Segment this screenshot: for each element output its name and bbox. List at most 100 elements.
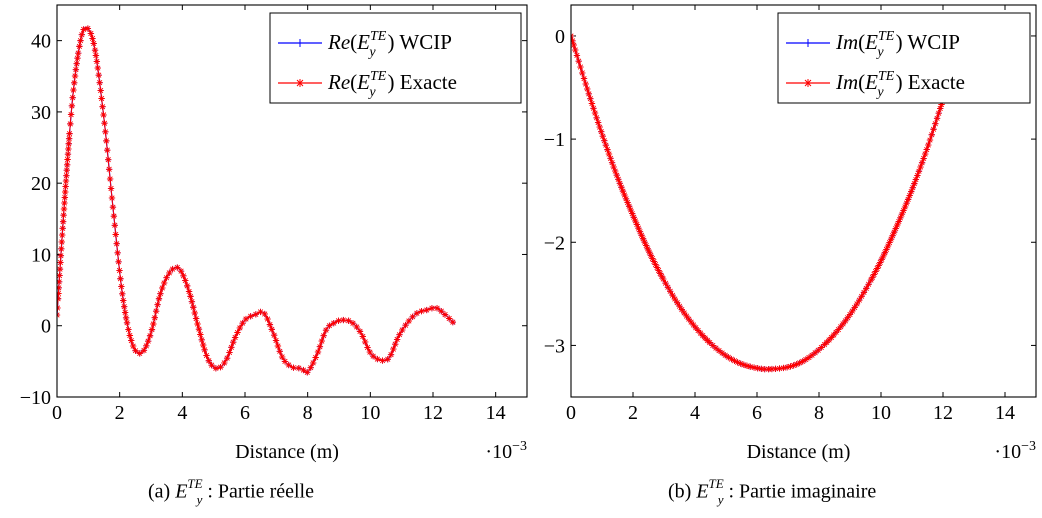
series-exacte-marker — [596, 123, 603, 131]
series-exacte-marker — [625, 203, 633, 210]
series-exacte-marker — [180, 272, 187, 280]
series-exacte-marker — [387, 351, 395, 358]
series-exacte-marker — [285, 361, 292, 369]
series-exacte-marker — [633, 221, 641, 228]
series-exacte-marker — [62, 183, 69, 190]
series-exacte-marker — [870, 271, 878, 278]
series-exacte-marker — [613, 172, 620, 179]
series-exacte-marker — [63, 167, 70, 174]
series-exacte-marker — [706, 339, 713, 346]
series-exacte-marker — [638, 232, 645, 239]
series-exacte-marker — [582, 80, 589, 88]
series-exacte-marker — [685, 315, 692, 323]
series-exacte-marker — [62, 177, 70, 185]
series-exacte-marker — [60, 205, 68, 213]
series-exacte-marker — [740, 361, 748, 369]
series-exacte-marker — [122, 314, 130, 322]
series-exacte-marker — [392, 340, 399, 348]
series-exacte-marker — [867, 276, 875, 284]
series-exacte-marker — [780, 364, 787, 372]
series-exacte-marker — [105, 156, 112, 163]
series-exacte-marker — [610, 163, 617, 171]
y-tick-label: 30 — [31, 102, 51, 124]
y-tick-label: −2 — [544, 232, 565, 254]
series-exacte-marker — [923, 146, 930, 153]
series-exacte-marker — [163, 274, 170, 281]
series-exacte-marker — [113, 240, 120, 247]
y-tick-label: 10 — [31, 244, 51, 266]
x-tick-label: 14 — [995, 402, 1015, 424]
series-exacte-marker — [174, 264, 181, 271]
series-exacte-marker — [71, 79, 78, 87]
series-exacte-marker — [851, 304, 858, 311]
series-exacte-marker — [737, 360, 744, 367]
series-exacte-marker — [856, 296, 863, 304]
series-exacte-marker — [690, 321, 697, 329]
series-exacte-marker — [599, 133, 606, 140]
series-exacte-marker — [580, 75, 588, 82]
series-exacte-marker — [863, 285, 870, 292]
series-exacte-marker — [588, 100, 596, 107]
series-exacte-marker — [865, 281, 872, 288]
series-exacte-marker — [662, 280, 669, 287]
series-exacte-marker — [295, 364, 303, 372]
legend-box — [269, 12, 522, 104]
series-exacte-marker — [878, 256, 885, 263]
series-exacte-marker — [683, 312, 690, 320]
series-exacte-marker — [100, 111, 107, 119]
series-exacte-marker — [152, 307, 160, 315]
series-exacte-marker — [418, 307, 425, 315]
y-tick-label: 0 — [41, 316, 51, 338]
series-exacte-marker — [67, 111, 75, 118]
series-exacte-marker — [374, 355, 381, 363]
series-exacte-marker — [58, 245, 65, 253]
series-exacte-marker — [438, 307, 445, 315]
series-exacte-marker — [911, 180, 918, 187]
series-exacte-marker — [937, 105, 944, 112]
series-exacte-marker — [87, 30, 95, 37]
series-exacte-marker — [366, 348, 374, 356]
series-exacte-marker — [844, 314, 851, 321]
legend-box — [777, 12, 1031, 104]
series-exacte-marker — [268, 326, 275, 333]
series-exacte-marker — [900, 207, 907, 214]
series-exacte-marker — [624, 199, 631, 206]
series-exacte-marker — [925, 141, 932, 149]
series-exacte-marker — [575, 57, 582, 65]
x-tick-label: 2 — [628, 402, 638, 424]
x-tick-label: 6 — [752, 402, 762, 424]
series-exacte-marker — [69, 94, 76, 101]
series-exacte-marker — [918, 159, 926, 166]
series-exacte-marker — [217, 363, 224, 371]
series-exacte-marker — [103, 137, 110, 145]
series-exacte-marker — [57, 290, 62, 297]
series-exacte-marker — [345, 317, 352, 324]
series-exacte-marker — [118, 283, 125, 290]
series-exacte-marker — [908, 188, 915, 195]
series-exacte-marker — [673, 299, 681, 306]
x-axis-label: Distance (m) — [235, 441, 339, 463]
series-exacte-marker — [835, 326, 842, 333]
series-exacte-marker — [70, 86, 77, 94]
series-exacte-marker — [618, 184, 625, 191]
series-exacte-marker — [616, 180, 624, 187]
series-exacte-marker — [607, 155, 614, 162]
series-exacte-marker — [783, 364, 791, 371]
legend-marker — [296, 39, 304, 47]
series-exacte-marker — [155, 295, 163, 302]
series-exacte-marker — [242, 315, 250, 323]
series-exacte-marker — [221, 359, 228, 367]
series-exacte-marker — [121, 303, 128, 310]
series-exacte-marker — [129, 342, 137, 350]
series-exacte-marker — [823, 339, 830, 346]
series-exacte-marker — [99, 103, 106, 110]
series-exacte-marker — [109, 203, 117, 211]
series-exacte-marker — [159, 284, 166, 292]
series-exacte-marker — [808, 352, 816, 359]
series-exacte-marker — [884, 242, 892, 250]
series-exacte-marker — [895, 218, 903, 225]
series-exacte-marker — [405, 317, 413, 325]
series-exacte-marker — [920, 155, 927, 162]
series-exacte-marker — [107, 185, 115, 192]
series-exacte-marker — [627, 206, 634, 214]
